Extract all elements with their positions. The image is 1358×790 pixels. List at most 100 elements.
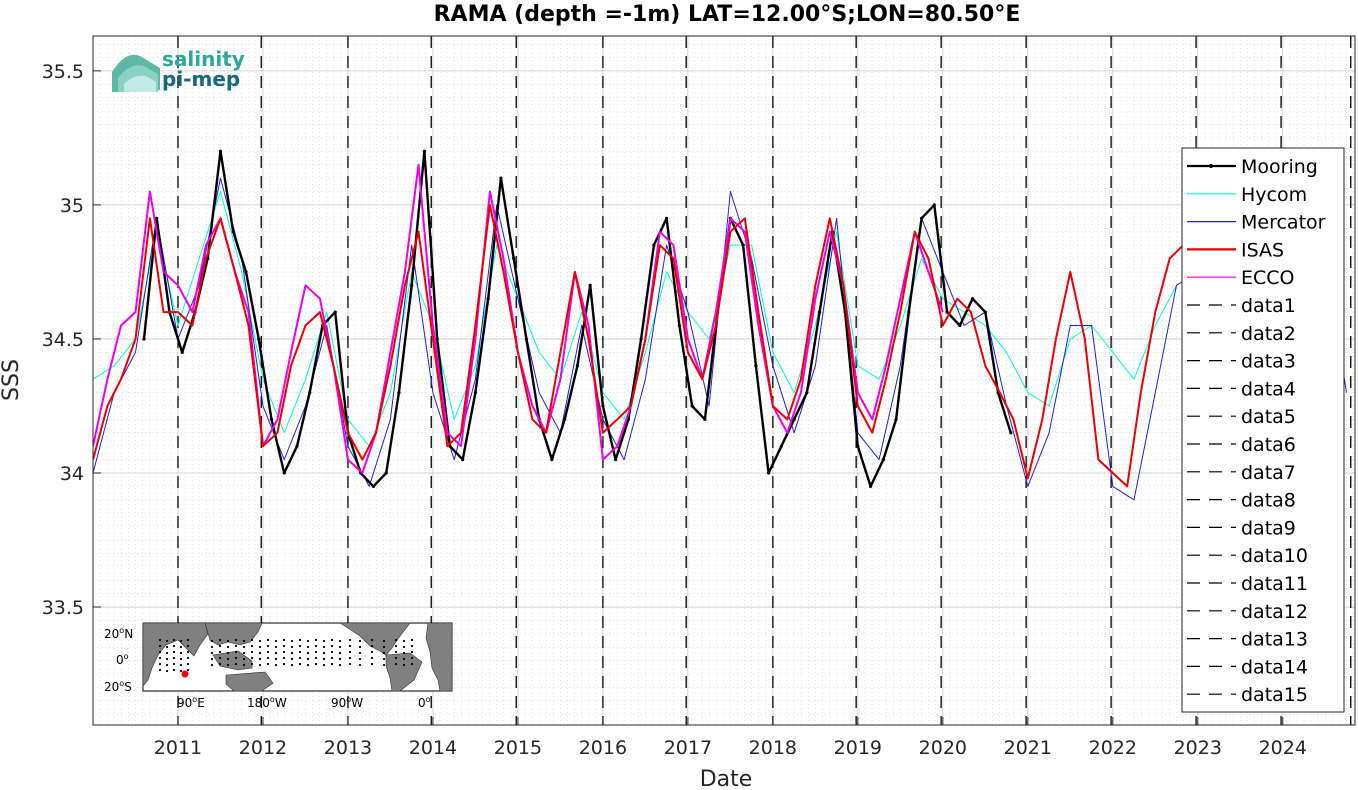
legend-label: data15 [1241,684,1308,706]
map-mooring-dot [258,657,262,661]
legend-label: ISAS [1241,239,1284,261]
inset-map-mooring-dots [158,638,414,673]
inset-lon-label-3: 90oW [331,695,363,710]
map-mooring-dot [250,638,254,642]
mooring-point [958,323,962,328]
x-tick-label: 2011 [154,737,202,759]
map-mooring-dot [274,651,278,655]
chart-title: RAMA (depth =-1m) LAT=12.00°S;LON=80.50°… [434,2,1021,27]
map-mooring-dot [210,639,214,643]
map-mooring-dot [258,639,262,643]
map-mooring-dot [330,662,334,666]
map-mooring-dot [172,644,176,648]
map-mooring-dot [186,668,190,672]
map-mooring-dot [358,651,362,655]
mooring-point [588,283,592,287]
y-tick-label: 34.5 [42,329,84,351]
legend-item-data9: data9 [1187,517,1296,539]
mooring-point [779,444,783,448]
legend-marker [1209,164,1213,168]
inset-lon-label-4: 0o [418,695,431,710]
map-mooring-dot [266,656,270,660]
map-mooring-dot [358,657,362,661]
legend-item-data3: data3 [1187,351,1296,373]
inset-lat-label-2: 0o [116,652,129,667]
map-mooring-dot [172,662,176,666]
mooring-point [665,216,669,220]
logo-line2: pi-mep [162,67,240,91]
legend-item-data4: data4 [1187,378,1296,400]
legend-label: data13 [1241,629,1308,651]
x-tick-label: 2018 [749,737,797,759]
mooring-point [473,390,478,395]
map-mooring-dot [158,650,162,654]
map-mooring-dot [394,656,398,660]
mooring-point [703,417,707,421]
map-mooring-dot [322,663,326,667]
map-mooring-dot [165,645,169,649]
map-mooring-dot [382,663,386,667]
legend-item-data6: data6 [1187,434,1296,456]
mooring-point [499,176,503,180]
map-mooring-dot [290,645,294,649]
map-mooring-dot [348,638,352,642]
mooring-point [231,230,235,234]
map-mooring-dot [179,663,183,667]
map-mooring-dot [165,663,169,667]
legend-item-mercator: Mercator [1187,212,1326,234]
map-mooring-dot [158,662,162,666]
map-mooring-dot [179,657,183,661]
x-tick-label: 2014 [409,737,457,759]
map-mooring-dot [179,669,183,673]
mooring-point [945,310,949,314]
mooring-point [983,310,987,314]
map-mooring-dot [330,638,334,642]
map-mooring-dot [298,650,302,654]
isas-series-line [93,203,1185,488]
mooring-point [550,457,554,462]
legend-label: Hycom [1241,184,1307,206]
legend-item-data15: data15 [1187,684,1308,706]
x-tick-label: 2024 [1259,737,1307,759]
map-mooring-dot [370,662,374,666]
map-mooring-dot [322,639,326,643]
map-mooring-dot [370,638,374,642]
map-mooring-dot [172,650,176,654]
salinity-pi-mep-logo: salinity pi-mep [112,47,245,92]
map-mooring-dot [290,639,294,643]
mooring-point [180,350,184,354]
map-mooring-dot [410,656,414,660]
legend-item-isas: ISAS [1187,239,1284,261]
mooring-point [371,484,376,488]
map-mooring-dot [290,657,294,661]
map-mooring-dot [394,644,398,648]
map-mooring-dot [394,650,398,654]
map-mooring-dot [338,651,342,655]
mooring-point [461,457,465,462]
mooring-point [741,243,745,247]
map-mooring-dot [382,639,386,643]
mooring-point [218,149,223,153]
mooring-point [563,417,567,421]
map-mooring-dot [314,650,318,654]
map-mooring-dot [226,645,230,649]
map-mooring-dot [330,656,334,660]
map-mooring-dot [338,663,342,667]
inset-lat-label-1: 20oN [104,626,133,641]
map-mooring-dot [402,639,406,643]
mooring-point [295,444,299,448]
map-mooring-dot [298,644,302,648]
map-mooring-dot [172,638,176,642]
map-mooring-dot [330,650,334,654]
map-mooring-dot [186,662,190,666]
map-mooring-dot [250,662,254,666]
map-mooring-dot [186,650,190,654]
map-mooring-dot [218,662,222,666]
x-tick-label: 2016 [579,737,627,759]
map-mooring-dot [250,644,254,648]
plot-frame [92,35,1356,726]
legend-label: ECCO [1241,267,1295,289]
mooring-point [308,390,312,395]
mooring-point [244,270,248,274]
